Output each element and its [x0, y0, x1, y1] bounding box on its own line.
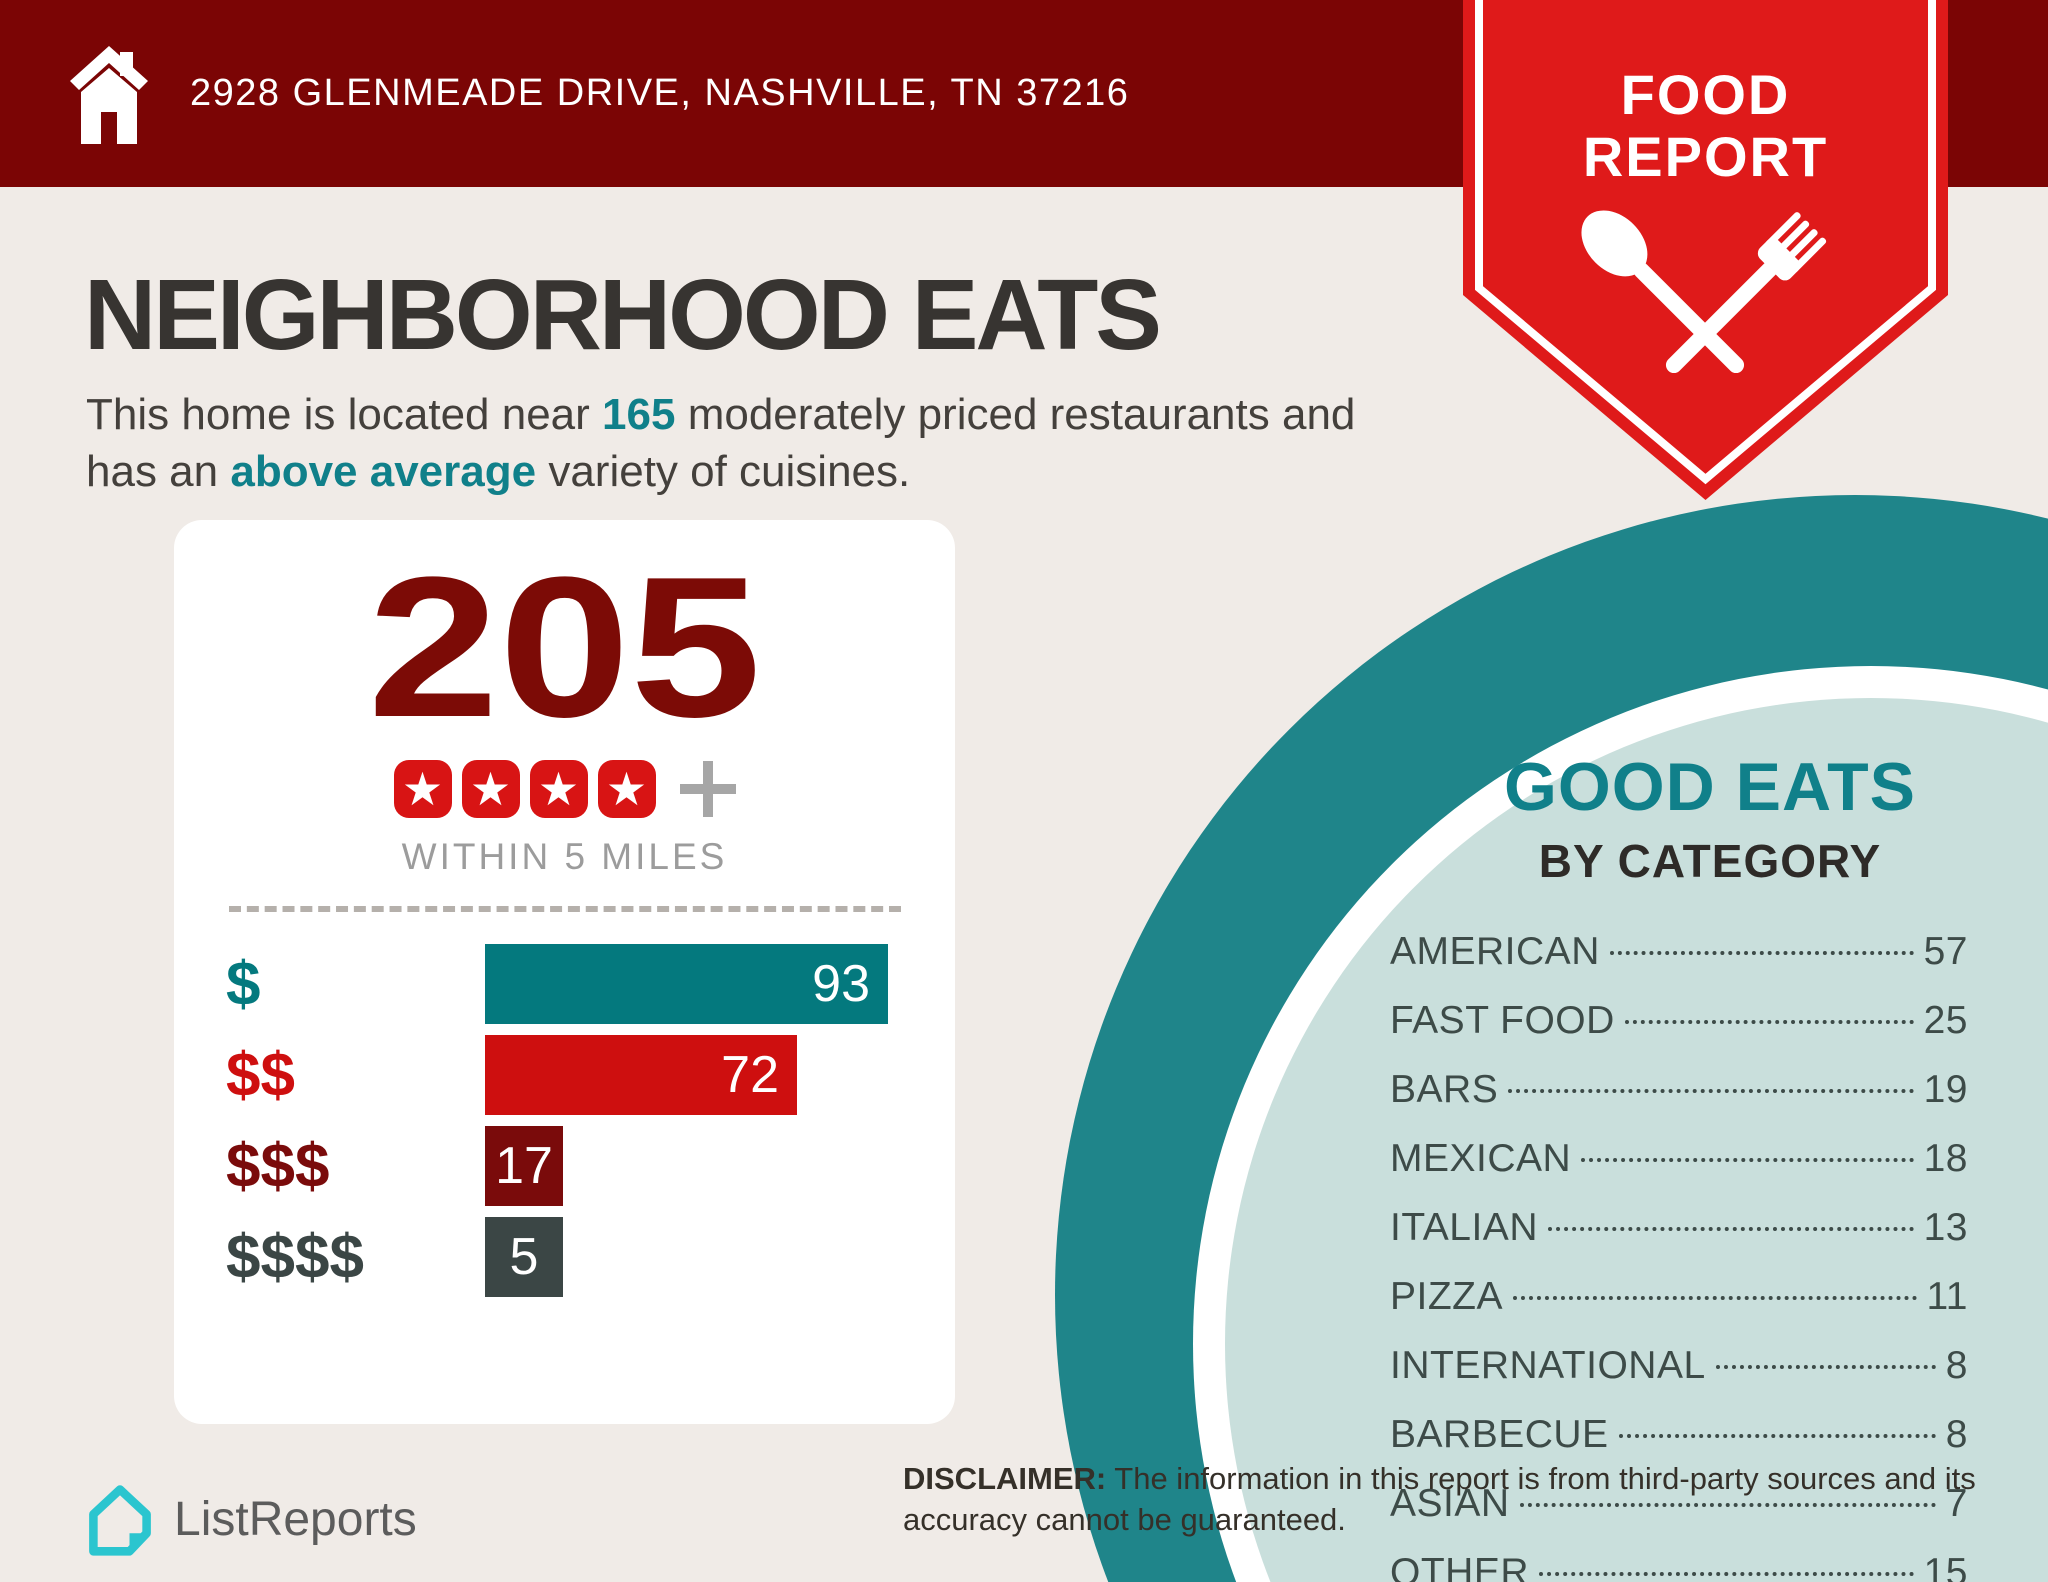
category-row: ASIAN 7 — [1390, 1482, 1968, 1551]
star-icon: ★ — [393, 760, 452, 818]
category-list: AMERICAN 57 FAST FOOD 25 BARS 19 MEXICAN 18 ITAL… — [1390, 930, 1968, 1582]
dotted-leader — [1581, 1158, 1914, 1162]
price-tier-bar: 72 — [485, 1035, 797, 1115]
category-row: BARBECUE 8 — [1390, 1413, 1968, 1482]
disclaimer: DISCLAIMER: The information in this repo… — [903, 1458, 1983, 1540]
price-tier-value: 72 — [721, 1046, 779, 1104]
good-eats-panel: GOOD EATS BY CATEGORY AMERICAN 57 FAST FOO… — [1390, 748, 2030, 1582]
price-tier-row: $$$$ 5 — [226, 1217, 955, 1297]
category-value: 11 — [1926, 1275, 1968, 1318]
badge-line1: FOOD — [1620, 63, 1791, 126]
category-label: ASIAN — [1390, 1482, 1510, 1525]
dotted-leader — [1618, 1434, 1936, 1438]
restaurant-count-inline: 165 — [602, 390, 676, 439]
category-row: INTERNATIONAL 8 — [1390, 1344, 1968, 1413]
dashed-divider — [228, 906, 901, 912]
price-tier-label: $ — [226, 949, 261, 1019]
dotted-leader — [1609, 951, 1914, 955]
dotted-leader — [1715, 1365, 1936, 1369]
star-icon: ★ — [461, 760, 520, 818]
price-tier-label: $$ — [226, 1040, 295, 1110]
star-glyph: ★ — [605, 762, 648, 816]
variety-rating-inline: above average — [230, 447, 537, 496]
category-label: BARBECUE — [1390, 1413, 1609, 1456]
category-value: 25 — [1923, 999, 1968, 1042]
price-tier-bar: 5 — [485, 1217, 563, 1297]
category-value: 19 — [1923, 1068, 1968, 1111]
disclaimer-text: The information in this report is from t… — [903, 1461, 1976, 1537]
category-label: FAST FOOD — [1390, 999, 1615, 1042]
subtitle-text-2: moderately priced restaurants and — [675, 390, 1356, 439]
page-title: NEIGHBORHOOD EATS — [84, 259, 1162, 371]
category-row: AMERICAN 57 — [1390, 930, 1968, 999]
dotted-leader — [1519, 1503, 1936, 1507]
category-value: 18 — [1923, 1137, 1968, 1180]
dotted-leader — [1547, 1227, 1914, 1231]
dotted-leader — [1624, 1020, 1914, 1024]
food-report-badge: FOOD REPORT — [1463, 0, 1948, 505]
star-glyph: ★ — [401, 762, 444, 816]
price-tier-label: $$$$ — [226, 1222, 364, 1292]
spoon-fork-icon — [1581, 210, 1827, 374]
subtitle-text-3: has an — [86, 447, 231, 496]
price-tier-value: 17 — [495, 1137, 553, 1195]
dotted-leader — [1539, 1572, 1914, 1576]
price-tier-row: $93 — [226, 944, 955, 1024]
category-label: PIZZA — [1390, 1275, 1504, 1318]
listreports-logo: ListReports — [82, 1478, 417, 1560]
category-value: 8 — [1945, 1344, 1968, 1387]
ribbon-shape — [1463, 0, 1948, 500]
star-icon: ★ — [597, 760, 656, 818]
badge-line2: REPORT — [1582, 125, 1829, 188]
category-label: AMERICAN — [1390, 930, 1600, 973]
good-eats-subtitle: BY CATEGORY — [1538, 835, 1882, 887]
dotted-leader — [1513, 1296, 1917, 1300]
price-tier-row: $$ 72 — [226, 1035, 955, 1115]
price-tier-bar: 93 — [485, 944, 888, 1024]
stats-card: 205 ★ ★ ★ ★ WITHIN 5 MILES $93 $$ 72 $$$ 17 $$$$… — [174, 520, 955, 1424]
price-tier-chart: $93 $$ 72 $$$ 17 $$$$ 5 — [174, 944, 955, 1297]
listreports-logo-text: ListReports — [174, 1492, 417, 1546]
category-value: 13 — [1923, 1206, 1968, 1249]
category-value: 15 — [1923, 1551, 1968, 1582]
badge-text: FOOD REPORT — [1463, 64, 1948, 188]
page-subtitle: This home is located near 165 moderately… — [86, 386, 1546, 500]
category-row: FAST FOOD 25 — [1390, 999, 1968, 1068]
price-tier-value: 93 — [812, 955, 870, 1013]
star-icon: ★ — [529, 760, 588, 818]
category-label: ITALIAN — [1390, 1206, 1538, 1249]
home-icon — [70, 45, 148, 144]
category-row: ITALIAN 13 — [1390, 1206, 1968, 1275]
subtitle-text-1: This home is located near — [86, 390, 603, 439]
subtitle-text-4: variety of cuisines. — [536, 447, 911, 496]
category-row: MEXICAN 18 — [1390, 1137, 1968, 1206]
category-label: MEXICAN — [1390, 1137, 1572, 1180]
category-value: 8 — [1945, 1413, 1968, 1456]
price-tier-bar: 17 — [485, 1126, 563, 1206]
category-row: OTHER 15 — [1390, 1551, 1968, 1582]
restaurant-count: 205 — [367, 536, 762, 759]
good-eats-title: GOOD EATS — [1504, 749, 1916, 825]
category-label: BARS — [1390, 1068, 1499, 1111]
rating-stars: ★ ★ ★ ★ — [174, 760, 955, 818]
plus-icon — [679, 761, 736, 817]
category-value: 7 — [1945, 1482, 1968, 1525]
listreports-house-icon — [89, 1485, 151, 1556]
property-address: 2928 GLENMEADE DRIVE, NASHVILLE, TN 3721… — [190, 72, 1130, 114]
star-glyph: ★ — [537, 762, 580, 816]
category-label: INTERNATIONAL — [1390, 1344, 1706, 1387]
radius-label: WITHIN 5 MILES — [401, 836, 728, 877]
price-tier-row: $$$ 17 — [226, 1126, 955, 1206]
price-tier-label: $$$ — [226, 1131, 330, 1201]
dotted-leader — [1508, 1089, 1914, 1093]
category-value: 57 — [1923, 930, 1968, 973]
price-tier-value: 5 — [509, 1228, 539, 1286]
category-row: BARS 19 — [1390, 1068, 1968, 1137]
category-row: PIZZA 11 — [1390, 1275, 1968, 1344]
star-glyph: ★ — [469, 762, 512, 816]
category-label: OTHER — [1390, 1551, 1529, 1582]
disclaimer-label: DISCLAIMER: — [903, 1461, 1107, 1496]
